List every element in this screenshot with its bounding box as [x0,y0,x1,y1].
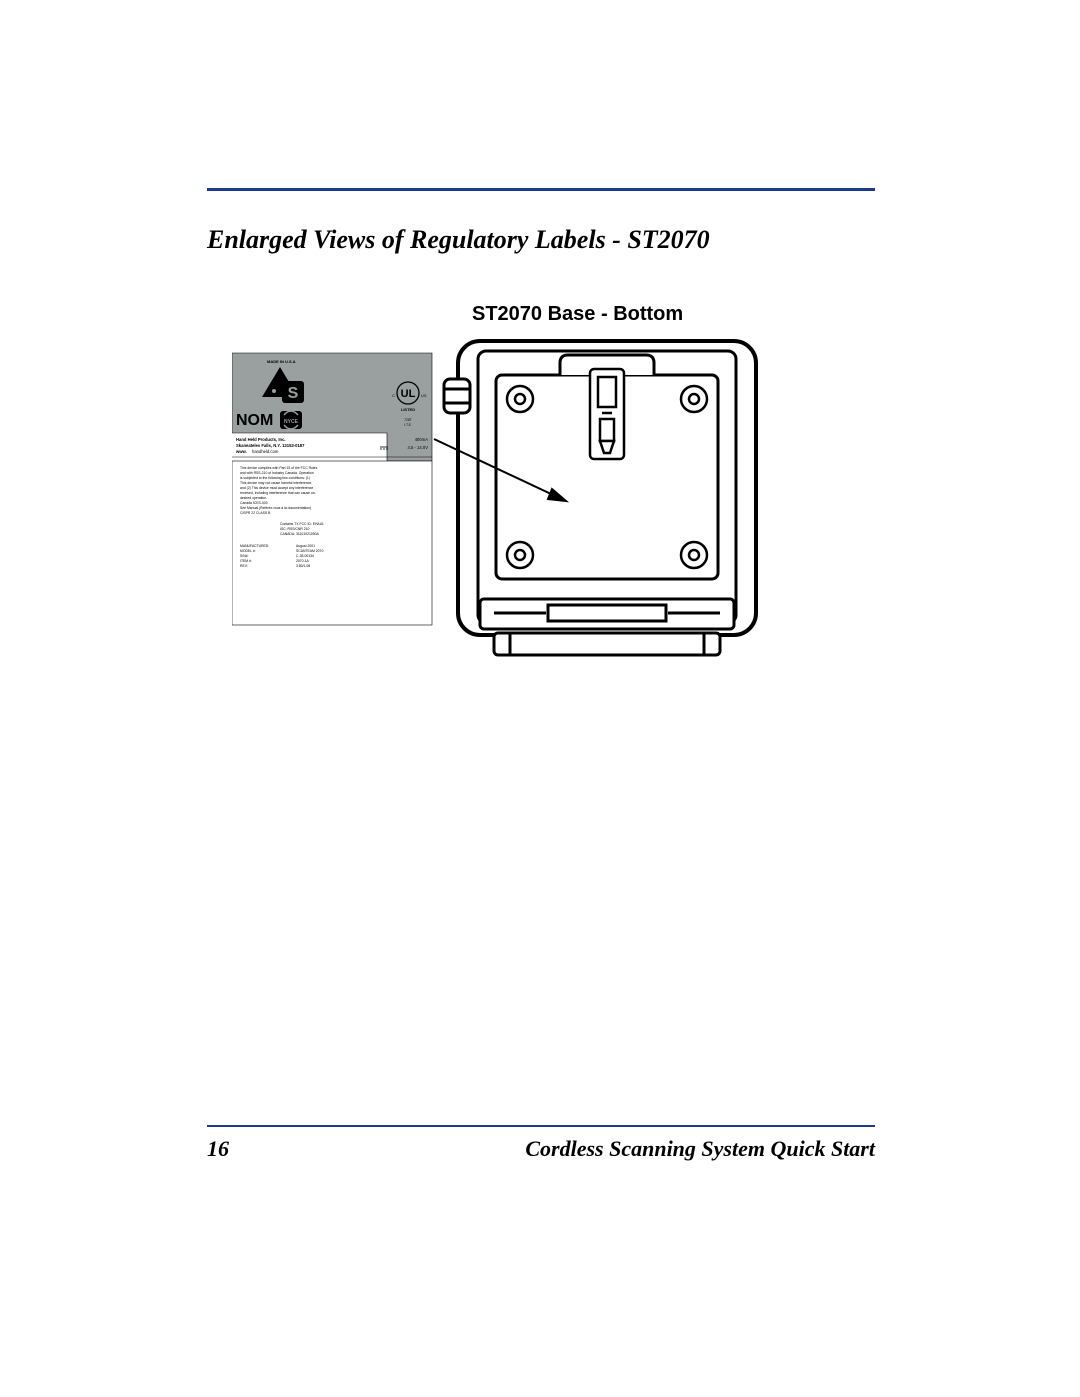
regulatory-label: MADE IN U.S.A S NOM NYCE [232,353,432,625]
figure-container: MADE IN U.S.A S NOM NYCE [232,333,772,665]
svg-text:C: C [392,393,395,398]
fcc-line: and with RSS-210 of Industry Canada. Ope… [240,471,314,475]
fcc-text-block: This device complies with Part 15 of the… [240,466,318,515]
fcc-line: See Manual (Reférèz-vous à la documentat… [240,506,311,510]
svg-text:UL: UL [401,388,416,400]
svg-text:S: S [288,385,299,402]
label-made-in: MADE IN U.S.A [267,359,296,364]
regulatory-label-figure: MADE IN U.S.A S NOM NYCE [232,333,772,665]
mfg-key: REV: [240,564,248,568]
device-drawing [444,341,756,655]
mfg-value: SCANTEAM 2070 [296,549,323,553]
section-heading: Enlarged Views of Regulatory Labels - ST… [207,225,710,255]
fcc-line: is subjected to the following two condit… [240,476,310,480]
mfg-key: ITEM #: [240,559,252,563]
svg-text:I.T.E.: I.T.E. [404,423,412,427]
svg-text:NYCE: NYCE [284,419,299,425]
fcc-line: CISPR 22 CLASS B [240,511,271,515]
fcc-line: and (2) This device must accept any inte… [240,486,313,490]
mfg-key: S/N#: [240,554,249,558]
label-www-prefix: www. [235,449,247,454]
label-address: Skaneateles Falls, N.Y. 13153-0187 [236,443,305,448]
contains-line: ISC: RSS/CNR 210 [280,527,310,531]
document-page: Enlarged Views of Regulatory Labels - ST… [0,0,1080,1397]
label-voltage: 4.5 - 14.0V [408,445,429,450]
figure-subheading: ST2070 Base - Bottom [472,303,683,326]
footer-title: Cordless Scanning System Quick Start [525,1136,875,1162]
fcc-line: Canada ICES-003 [240,501,268,505]
nom-mark-icon: NOM NYCE [236,411,302,429]
label-company: Hand Held Products, Inc. [236,437,286,442]
fcc-line: received, including interference that ca… [240,491,316,495]
label-website: handheld.com [252,449,279,454]
contains-line: CANADA: 31101021090A [280,532,320,536]
mfg-key: MODEL #: [240,549,256,553]
fcc-line: desired operation. [240,496,267,500]
svg-text:LISTED: LISTED [401,407,415,412]
label-current: 400mA [415,437,428,442]
svg-text:NOM: NOM [236,412,273,429]
page-number: 16 [207,1136,229,1162]
fcc-line: This device may not cause harmful interf… [240,481,312,485]
mfg-value: 3.80/1.08 [296,564,310,568]
fcc-line: This device complies with Part 15 of the… [240,466,318,470]
svg-text:728T: 728T [404,418,412,422]
contains-line: Contains TX FCC ID: EHAIJL [280,522,324,526]
footer-horizontal-rule [207,1125,875,1127]
mfg-value: August 2001 [296,544,315,548]
top-horizontal-rule [207,188,875,191]
svg-text:US: US [421,393,427,398]
mfg-value: C-35-00134 [296,554,314,558]
mfg-value: 2070-1A [296,559,310,563]
mfg-key: MANUFACTURED: [240,544,269,548]
